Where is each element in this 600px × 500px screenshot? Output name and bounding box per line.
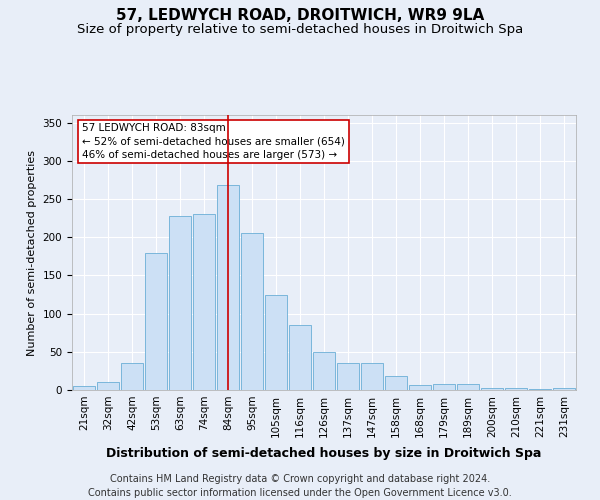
Bar <box>409 384 431 390</box>
Text: 57, LEDWYCH ROAD, DROITWICH, WR9 9LA: 57, LEDWYCH ROAD, DROITWICH, WR9 9LA <box>116 8 484 22</box>
Text: 57 LEDWYCH ROAD: 83sqm
← 52% of semi-detached houses are smaller (654)
46% of se: 57 LEDWYCH ROAD: 83sqm ← 52% of semi-det… <box>82 123 345 160</box>
Bar <box>457 384 479 390</box>
Bar <box>553 388 575 390</box>
Bar <box>121 364 143 390</box>
Text: Contains HM Land Registry data © Crown copyright and database right 2024.
Contai: Contains HM Land Registry data © Crown c… <box>88 474 512 498</box>
Bar <box>337 364 359 390</box>
Bar <box>241 234 263 390</box>
Y-axis label: Number of semi-detached properties: Number of semi-detached properties <box>27 150 37 356</box>
Bar <box>313 352 335 390</box>
Bar <box>169 216 191 390</box>
Bar <box>145 252 167 390</box>
Bar <box>481 388 503 390</box>
Bar <box>385 376 407 390</box>
Bar <box>193 214 215 390</box>
Bar <box>265 294 287 390</box>
Text: Size of property relative to semi-detached houses in Droitwich Spa: Size of property relative to semi-detach… <box>77 22 523 36</box>
Text: Distribution of semi-detached houses by size in Droitwich Spa: Distribution of semi-detached houses by … <box>106 448 542 460</box>
Bar <box>433 384 455 390</box>
Bar <box>73 386 95 390</box>
Bar <box>289 325 311 390</box>
Bar <box>217 186 239 390</box>
Bar <box>97 382 119 390</box>
Bar <box>505 388 527 390</box>
Bar <box>361 364 383 390</box>
Bar <box>529 389 551 390</box>
